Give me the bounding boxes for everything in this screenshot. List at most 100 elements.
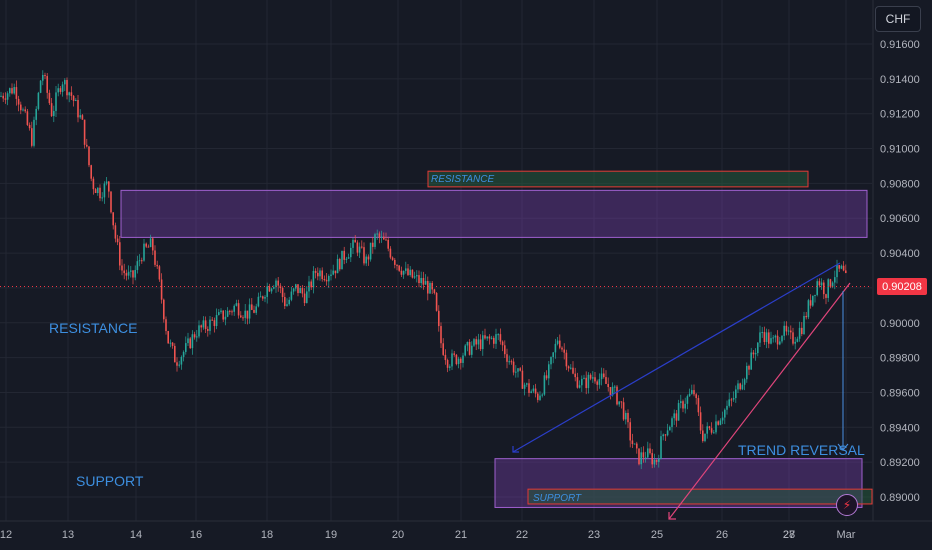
candle-body	[26, 111, 29, 125]
candle-body	[823, 282, 825, 295]
y-tick-label: 0.91400	[880, 74, 920, 86]
candle-body	[816, 281, 818, 295]
candle-body	[174, 345, 176, 363]
candle-body	[400, 270, 403, 275]
candle-body	[154, 250, 156, 265]
candle-body	[345, 258, 348, 260]
candle-body	[504, 345, 506, 355]
lightning-icon[interactable]: ⚡	[836, 494, 858, 516]
candle-body	[141, 260, 143, 262]
candle-body	[288, 299, 290, 305]
candle-body	[264, 296, 266, 299]
candle-body	[233, 305, 235, 312]
candle-body	[523, 384, 526, 389]
candle-body	[413, 276, 416, 278]
candle-body	[429, 282, 431, 294]
candle-body	[198, 325, 200, 337]
x-tick-label: 20	[392, 529, 404, 541]
candle-body	[394, 259, 396, 265]
candle-body	[449, 366, 451, 368]
candle-body	[488, 336, 491, 339]
candle-body	[633, 443, 636, 445]
candle-body	[244, 310, 246, 318]
candle-body	[798, 327, 801, 339]
candle-body	[143, 243, 145, 261]
candle-body	[13, 87, 15, 94]
candle-body	[383, 236, 385, 240]
candle-body	[310, 281, 312, 288]
candle-body	[779, 341, 781, 345]
candle-body	[781, 335, 783, 342]
x-tick-label: 26	[716, 529, 728, 541]
candle-body	[308, 281, 310, 292]
candle-body	[827, 279, 829, 298]
candle-body	[90, 165, 92, 179]
candle-body	[554, 343, 557, 353]
candle-body	[691, 390, 693, 394]
candle-body	[695, 394, 697, 399]
candle-body	[814, 294, 816, 296]
candle-body	[625, 412, 627, 420]
trendline-layer	[0, 262, 872, 520]
candle-body	[713, 432, 715, 434]
candle-body	[812, 295, 814, 306]
y-tick-label: 0.89400	[880, 422, 920, 434]
candle-body	[24, 109, 26, 112]
candle-body	[59, 88, 62, 92]
upper-trendline	[512, 262, 841, 453]
candle-body	[312, 270, 315, 288]
candle-body	[697, 398, 700, 413]
candle-body	[4, 98, 7, 100]
candle-body	[609, 387, 612, 396]
candle-body	[15, 87, 18, 99]
candle-body	[475, 339, 477, 345]
candle-body	[636, 443, 638, 449]
candle-body	[457, 358, 460, 365]
candle-body	[486, 336, 488, 339]
candle-body	[387, 239, 389, 249]
zone-layer	[120, 170, 873, 508]
candle-body	[763, 332, 766, 342]
candle-body	[402, 270, 405, 275]
candle-body	[561, 347, 563, 350]
candle-body	[398, 265, 400, 271]
currency-button[interactable]: CHF	[875, 6, 921, 32]
candle-body	[466, 342, 469, 346]
candle-body	[356, 242, 359, 253]
candle-body	[666, 430, 669, 436]
candle-body	[158, 266, 161, 280]
candle-body	[477, 339, 480, 345]
candle-body	[367, 256, 370, 260]
candle-body	[442, 343, 444, 355]
x-tick-label: 23	[588, 529, 600, 541]
candle-body	[539, 395, 541, 400]
candle-body	[642, 452, 645, 458]
candle-body	[105, 181, 108, 184]
candle-body	[374, 234, 376, 247]
x-tick-label: 14	[130, 529, 142, 541]
candle-body	[262, 296, 264, 299]
candle-body	[592, 377, 594, 379]
candle-body	[325, 279, 328, 282]
candle-body	[376, 233, 378, 235]
candle-body	[424, 281, 427, 285]
candle-body	[526, 383, 528, 385]
candle-body	[614, 386, 616, 388]
x-tick-label: Mar	[837, 529, 856, 541]
candle-body	[607, 383, 609, 388]
candle-body	[171, 342, 174, 346]
candle-body	[86, 144, 88, 147]
candle-body	[497, 334, 499, 336]
candle-body	[231, 311, 233, 313]
candle-body	[20, 104, 22, 111]
candle-body	[754, 353, 757, 355]
candle-body	[512, 361, 515, 373]
candle-body	[717, 421, 719, 425]
chart-grid	[0, 0, 872, 521]
candle-body	[803, 315, 805, 335]
candle-body	[519, 368, 521, 371]
candle-body	[88, 146, 90, 166]
candle-body	[618, 401, 620, 405]
